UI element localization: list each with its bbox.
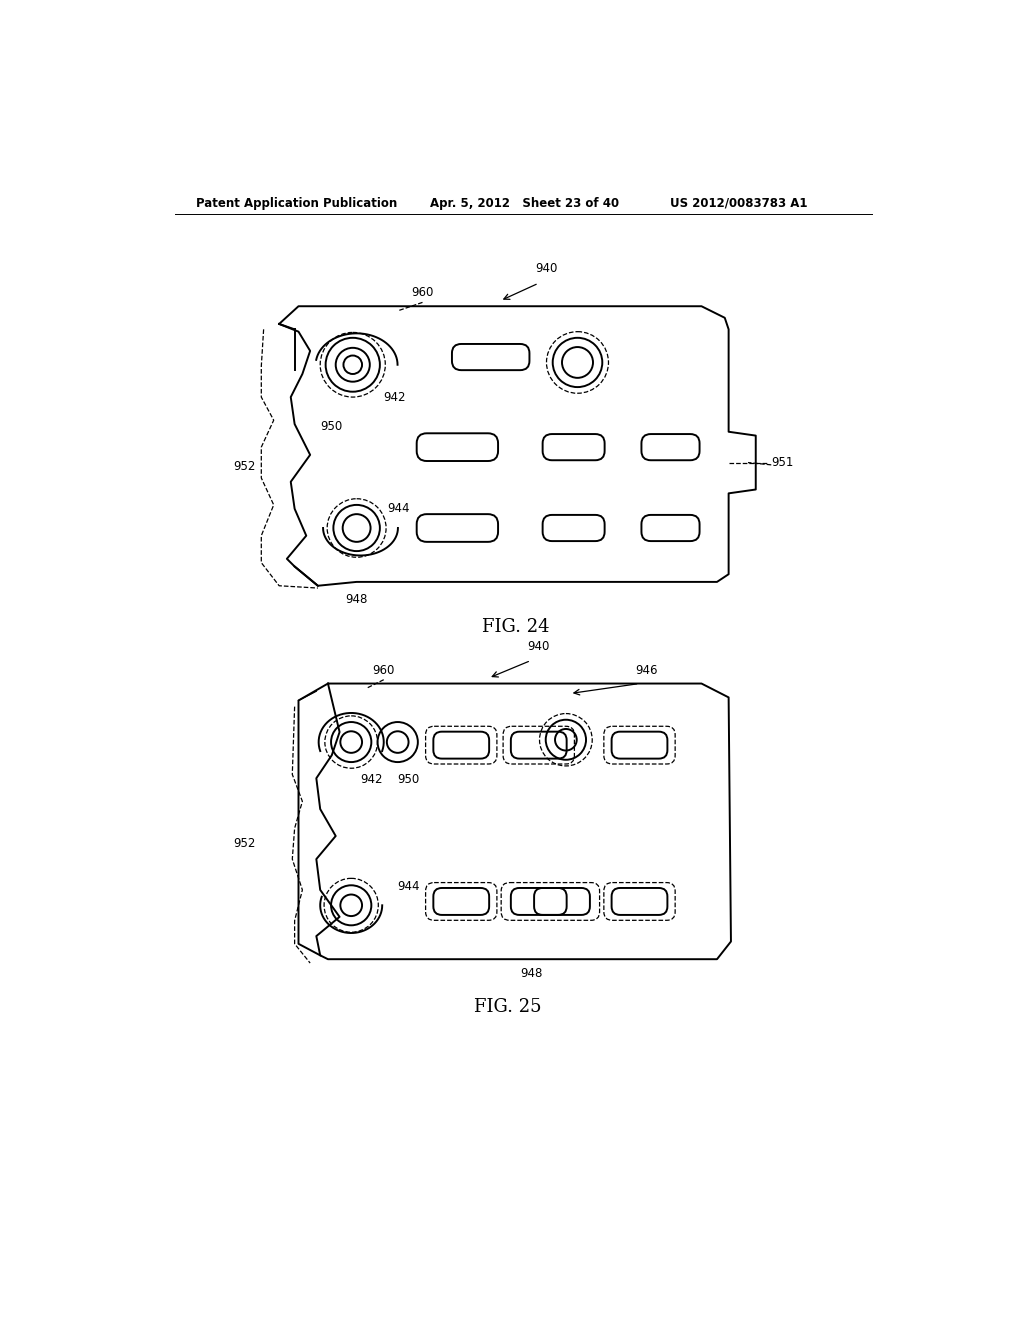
Text: Patent Application Publication: Patent Application Publication [197,197,397,210]
Text: 942: 942 [384,391,407,404]
Text: 944: 944 [397,879,420,892]
Text: FIG. 24: FIG. 24 [481,618,549,635]
Text: 948: 948 [520,966,542,979]
Text: 948: 948 [345,594,368,606]
Text: 944: 944 [388,502,411,515]
Text: US 2012/0083783 A1: US 2012/0083783 A1 [671,197,808,210]
Text: 940: 940 [536,263,558,276]
Text: 951: 951 [771,455,794,469]
Text: 952: 952 [233,459,256,473]
Text: Apr. 5, 2012   Sheet 23 of 40: Apr. 5, 2012 Sheet 23 of 40 [430,197,620,210]
Text: 960: 960 [373,664,395,677]
Text: 950: 950 [321,420,342,433]
Text: 940: 940 [527,640,550,653]
Text: 950: 950 [397,772,420,785]
Text: 952: 952 [233,837,256,850]
Text: FIG. 25: FIG. 25 [474,998,542,1016]
Text: 942: 942 [360,772,383,785]
Text: 960: 960 [412,286,434,300]
Text: 946: 946 [636,664,658,677]
